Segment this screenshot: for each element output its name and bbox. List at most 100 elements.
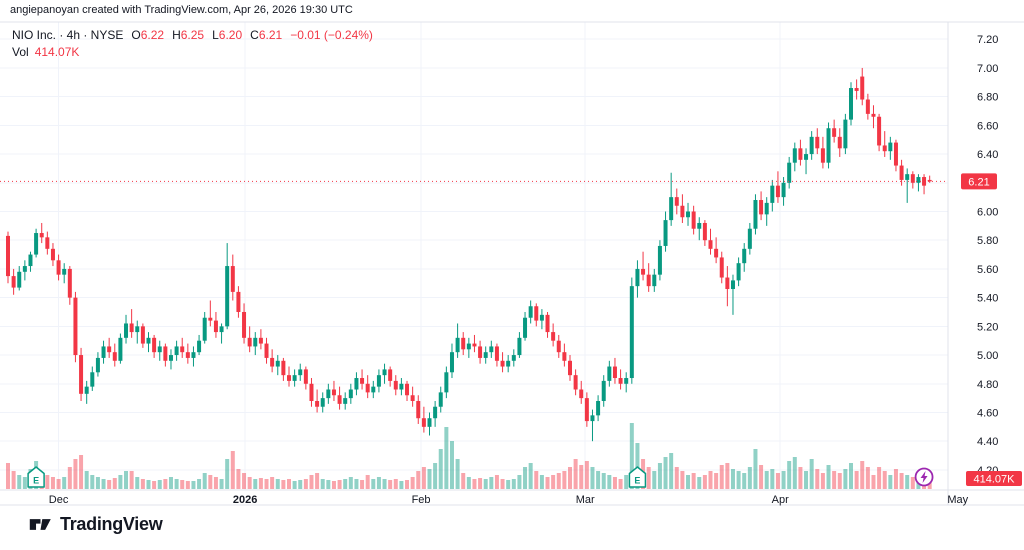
candle bbox=[213, 311, 218, 338]
candle bbox=[843, 113, 848, 155]
volume-bar bbox=[736, 471, 741, 489]
volume-bar bbox=[360, 480, 365, 489]
volume-bar bbox=[545, 477, 550, 489]
candle bbox=[84, 380, 89, 404]
candle bbox=[258, 329, 263, 350]
candle bbox=[309, 378, 314, 407]
lightning-icon[interactable] bbox=[914, 467, 934, 487]
candle bbox=[494, 343, 499, 367]
candle bbox=[348, 383, 353, 404]
low-value: 6.20 bbox=[218, 27, 243, 42]
candle bbox=[67, 266, 72, 305]
candle bbox=[590, 409, 595, 442]
candle bbox=[865, 93, 870, 120]
time-tick-label: May bbox=[947, 494, 968, 506]
symbol-title[interactable]: NIO Inc. · 4h · NYSE bbox=[12, 27, 124, 42]
volume-bar bbox=[747, 467, 752, 489]
svg-text:E: E bbox=[634, 476, 640, 486]
candle bbox=[646, 263, 651, 292]
price-axis[interactable]: 7.20 7.00 6.80 6.60 6.40 6.00 5.80 5.60 5.40 5.20… bbox=[977, 34, 998, 477]
candle bbox=[264, 337, 269, 364]
svg-text:E: E bbox=[33, 476, 39, 486]
candle bbox=[354, 372, 359, 396]
volume-bar bbox=[101, 479, 106, 489]
candle bbox=[826, 122, 831, 169]
volume-bar bbox=[596, 471, 601, 489]
candle bbox=[163, 343, 168, 367]
candle bbox=[382, 363, 387, 384]
volume-bar bbox=[719, 465, 724, 489]
volume-bar bbox=[146, 480, 151, 489]
volume-bar bbox=[140, 479, 145, 489]
candle bbox=[62, 263, 67, 284]
volume-bar bbox=[832, 471, 837, 489]
price-tick-label: 5.00 bbox=[977, 350, 998, 362]
candle bbox=[708, 228, 713, 255]
volume-bar bbox=[742, 473, 747, 489]
candle bbox=[242, 303, 247, 344]
candle bbox=[416, 395, 421, 424]
candle bbox=[916, 174, 921, 192]
candle bbox=[320, 392, 325, 413]
volume-bar bbox=[893, 469, 898, 489]
volume-bar bbox=[899, 473, 904, 489]
candle bbox=[331, 380, 336, 401]
candle bbox=[753, 194, 758, 235]
volume-bar bbox=[702, 475, 707, 489]
volume-bar bbox=[157, 480, 162, 489]
volume-bar bbox=[798, 467, 803, 489]
candle bbox=[764, 197, 769, 226]
volume-bar bbox=[6, 463, 10, 489]
volume-bar bbox=[197, 479, 202, 489]
candle bbox=[95, 352, 100, 377]
candle bbox=[191, 346, 196, 367]
candle bbox=[837, 128, 842, 157]
tradingview-logo-icon bbox=[29, 519, 51, 530]
earnings-icon[interactable]: E bbox=[628, 466, 647, 488]
candle bbox=[517, 332, 522, 358]
volume-bar bbox=[674, 467, 679, 489]
candle bbox=[607, 360, 612, 387]
volume-bar bbox=[804, 471, 809, 489]
volume-bar bbox=[905, 475, 910, 489]
volume-bar bbox=[753, 449, 758, 489]
volume-label: Vol bbox=[12, 44, 29, 59]
candle bbox=[129, 309, 134, 338]
open-label: O bbox=[131, 27, 141, 42]
open-field: O6.22 bbox=[131, 28, 164, 42]
candle bbox=[736, 257, 741, 287]
candle bbox=[6, 231, 10, 284]
tradingview-logo[interactable]: TradingView bbox=[28, 512, 163, 537]
volume-bar bbox=[770, 469, 775, 489]
high-field: H6.25 bbox=[172, 28, 204, 42]
volume-bar bbox=[629, 423, 634, 489]
candle bbox=[832, 119, 837, 143]
candle bbox=[236, 286, 241, 318]
candle bbox=[601, 375, 606, 407]
volume-bar bbox=[635, 443, 640, 489]
volume-bar bbox=[849, 463, 853, 489]
candle bbox=[596, 395, 601, 422]
candle bbox=[742, 243, 747, 272]
candle bbox=[343, 392, 348, 410]
candle bbox=[641, 251, 646, 281]
candle bbox=[376, 369, 381, 393]
candle bbox=[388, 366, 393, 387]
candle bbox=[849, 82, 853, 126]
volume-bar bbox=[213, 477, 218, 489]
volume-bar bbox=[517, 475, 522, 489]
candle bbox=[489, 340, 494, 358]
candle bbox=[562, 343, 567, 367]
legend-row-volume: Vol 414.07K bbox=[12, 43, 373, 60]
candle bbox=[219, 323, 224, 344]
time-axis[interactable]: Dec 2026 Feb Mar Apr May bbox=[49, 494, 969, 506]
volume-bar bbox=[449, 441, 454, 489]
volume-bar bbox=[865, 467, 870, 489]
volume-bar bbox=[376, 477, 381, 489]
svg-text:6.21: 6.21 bbox=[968, 176, 989, 188]
low-label: L bbox=[212, 27, 219, 42]
candle bbox=[725, 266, 730, 307]
earnings-icon[interactable]: E bbox=[27, 466, 45, 488]
price-tick-label: 4.40 bbox=[977, 436, 998, 448]
